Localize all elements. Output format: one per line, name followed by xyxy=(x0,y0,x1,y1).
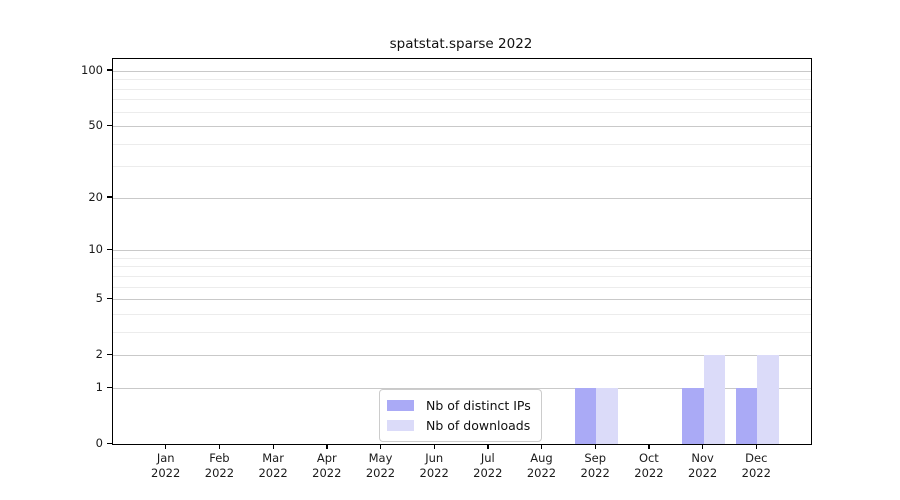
bar-nov-downloads xyxy=(703,355,726,444)
x-tick-label-apr: Apr 2022 xyxy=(297,451,357,481)
x-tick-mark xyxy=(433,444,435,450)
x-tick-year: 2022 xyxy=(312,466,342,480)
y-tick-mark xyxy=(107,248,112,250)
x-tick-year: 2022 xyxy=(741,466,771,480)
major-gridline xyxy=(113,197,811,199)
legend-row-distinct-ips: Nb of distinct IPs xyxy=(387,395,531,415)
legend-swatch-distinct-ips xyxy=(387,399,414,411)
x-tick-year: 2022 xyxy=(151,466,181,480)
y-tick-mark xyxy=(107,353,112,355)
legend: Nb of distinct IPs Nb of downloads xyxy=(379,389,542,442)
y-tick-label: 20 xyxy=(88,189,103,204)
y-tick-label: 0 xyxy=(95,436,103,450)
minor-gridline xyxy=(113,143,811,145)
bar-nov-distinct-ips xyxy=(682,388,704,444)
minor-gridline xyxy=(113,257,811,259)
x-tick-label-nov: Nov 2022 xyxy=(673,451,733,481)
legend-label-distinct-ips: Nb of distinct IPs xyxy=(426,397,531,413)
x-tick-year: 2022 xyxy=(687,466,718,480)
plot-area: Nb of distinct IPs Nb of downloads xyxy=(112,58,812,445)
x-tick-mark xyxy=(594,444,596,450)
major-gridline xyxy=(113,70,811,72)
x-tick-label-may: May 2022 xyxy=(351,451,411,481)
y-tick-mark xyxy=(107,297,112,299)
bar-sep-distinct-ips xyxy=(574,388,597,444)
minor-gridline xyxy=(113,166,811,168)
y-tick-label: 1 xyxy=(95,380,103,394)
x-tick-label-feb: Feb 2022 xyxy=(189,451,249,481)
y-tick-label: 10 xyxy=(88,242,103,257)
y-tick-mark xyxy=(107,124,112,126)
y-tick-label: 50 xyxy=(88,118,103,133)
y-tick-label: 100 xyxy=(81,62,103,77)
legend-row-downloads: Nb of downloads xyxy=(387,415,531,435)
legend-label-downloads: Nb of downloads xyxy=(426,417,531,433)
minor-gridline xyxy=(113,275,811,277)
x-tick-mark xyxy=(272,444,274,450)
x-tick-label-mar: Mar 2022 xyxy=(243,451,303,481)
chart-title: spatstat.sparse 2022 xyxy=(389,36,533,52)
minor-gridline xyxy=(113,111,811,113)
x-tick-label-dec: Dec 2022 xyxy=(726,451,786,481)
x-tick-year: 2022 xyxy=(473,466,503,480)
x-tick-label-jan: Jan 2022 xyxy=(136,451,196,481)
x-tick-year: 2022 xyxy=(419,466,449,480)
x-tick-year: 2022 xyxy=(526,466,557,480)
major-gridline xyxy=(113,388,811,389)
minor-gridline xyxy=(113,313,811,315)
x-tick-label-sep: Sep 2022 xyxy=(565,451,625,481)
y-tick-label: 5 xyxy=(95,291,103,306)
x-tick-mark xyxy=(218,444,221,450)
x-tick-label-jul: Jul 2022 xyxy=(458,451,518,481)
x-tick-mark xyxy=(487,444,489,450)
x-tick-year: 2022 xyxy=(258,466,288,480)
x-tick-mark xyxy=(380,444,382,450)
y-tick-mark xyxy=(107,386,112,388)
x-tick-mark xyxy=(541,444,543,450)
x-tick-mark xyxy=(648,444,650,450)
y-tick-mark xyxy=(107,69,112,71)
minor-gridline xyxy=(113,331,811,333)
bar-dec-downloads xyxy=(757,355,779,444)
x-tick-mark xyxy=(165,444,167,450)
x-tick-year: 2022 xyxy=(365,466,396,480)
minor-gridline xyxy=(113,99,811,101)
y-tick-mark xyxy=(107,196,112,198)
major-gridline xyxy=(113,299,811,301)
y-tick-mark xyxy=(107,442,112,444)
x-tick-year: 2022 xyxy=(580,466,610,480)
bar-dec-distinct-ips xyxy=(735,388,758,444)
x-tick-mark xyxy=(755,444,758,450)
x-tick-year: 2022 xyxy=(634,466,664,480)
bar-sep-downloads xyxy=(596,388,618,444)
x-tick-mark xyxy=(702,444,704,450)
minor-gridline xyxy=(113,79,811,81)
major-gridline xyxy=(113,250,811,252)
x-tick-year: 2022 xyxy=(204,466,235,480)
minor-gridline xyxy=(113,266,811,268)
legend-swatch-downloads xyxy=(387,419,414,431)
x-tick-label-aug: Aug 2022 xyxy=(512,451,572,481)
x-tick-label-jun: Jun 2022 xyxy=(404,451,464,481)
major-gridline xyxy=(113,126,811,128)
y-tick-label: 2 xyxy=(95,347,103,362)
x-tick-label-oct: Oct 2022 xyxy=(619,451,679,481)
x-tick-mark xyxy=(326,444,328,450)
major-gridline xyxy=(113,355,811,357)
minor-gridline xyxy=(113,286,811,288)
minor-gridline xyxy=(113,88,811,90)
